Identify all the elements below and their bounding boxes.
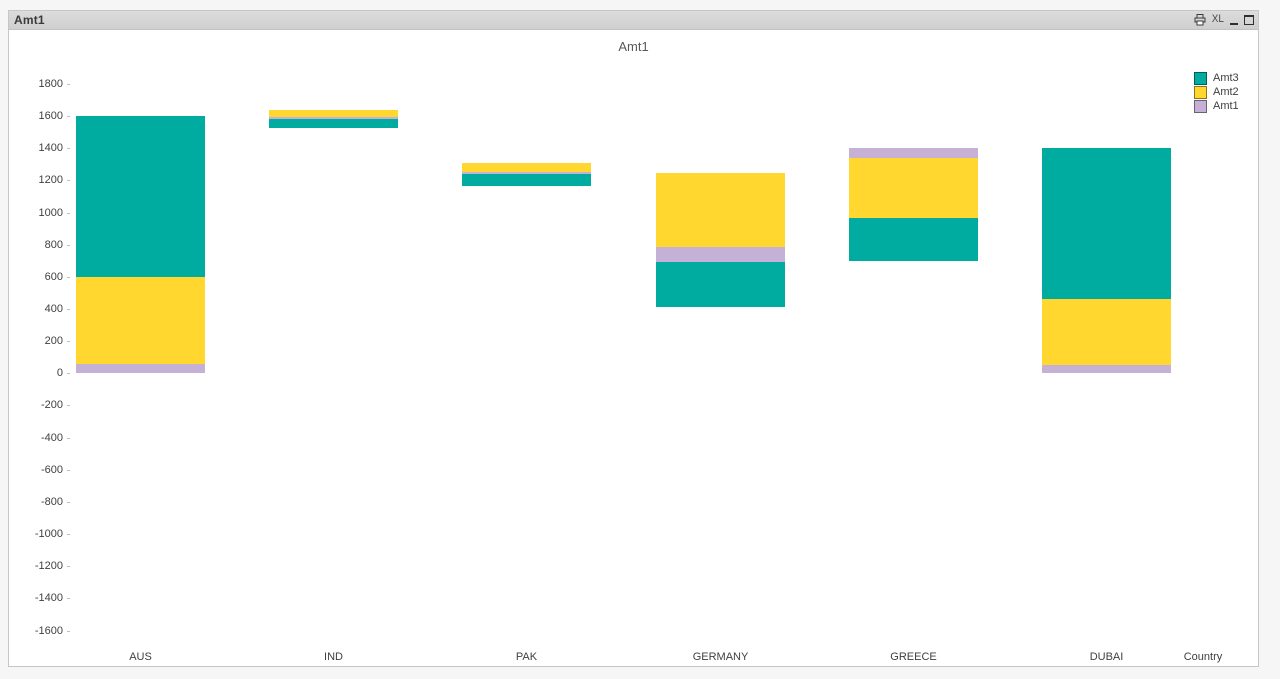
bar-segment-PAK-Amt2[interactable]	[462, 162, 591, 173]
y-tick-label--1200: -1200	[34, 560, 63, 573]
x-axis-title: Country	[1183, 651, 1223, 663]
bar-segment-IND-Amt3[interactable]	[269, 119, 398, 129]
bar-segment-IND-Amt2[interactable]	[269, 109, 398, 117]
excel-export-icon[interactable]: XL	[1212, 13, 1224, 27]
y-tick-label--1000: -1000	[34, 528, 63, 541]
y-tick-mark--800	[67, 501, 70, 503]
y-tick-mark-1600	[67, 116, 70, 118]
y-tick-mark-0	[67, 373, 70, 375]
bar-segment-DUBAI-Amt1[interactable]	[1042, 365, 1171, 374]
y-tick-mark--1400	[67, 598, 70, 600]
window-caption[interactable]: Amt1 XL	[9, 11, 1258, 30]
legend-label-Amt2: Amt2	[1213, 86, 1239, 98]
y-tick-label--1400: -1400	[34, 592, 63, 605]
y-tick-mark--1000	[67, 534, 70, 536]
bar-segment-DUBAI-Amt3[interactable]	[1042, 148, 1171, 300]
y-tick-label-1200: 1200	[38, 174, 63, 187]
y-tick-label-1800: 1800	[38, 78, 63, 90]
bar-segment-GREECE-Amt3[interactable]	[849, 218, 978, 261]
x-label-IND[interactable]: IND	[324, 651, 343, 663]
bar-segment-GERMANY-Amt1[interactable]	[656, 247, 785, 263]
legend-item-Amt1: Amt1	[1194, 99, 1239, 113]
maximize-icon[interactable]	[1244, 13, 1254, 27]
y-tick-mark--600	[67, 469, 70, 471]
legend-item-Amt2: Amt2	[1194, 85, 1239, 99]
y-tick-label-200: 200	[44, 335, 63, 348]
legend-swatch-Amt2	[1194, 85, 1207, 99]
x-label-GREECE[interactable]: GREECE	[890, 651, 937, 663]
y-tick-mark-600	[67, 276, 70, 278]
bar-segment-DUBAI-Amt2[interactable]	[1042, 299, 1171, 366]
bar-segment-PAK-Amt1[interactable]	[462, 172, 591, 174]
y-tick-label--400: -400	[40, 431, 63, 444]
bar-segment-IND-Amt1[interactable]	[269, 116, 398, 120]
y-tick-mark--400	[67, 437, 70, 439]
bar-segment-AUS-Amt3[interactable]	[76, 116, 205, 277]
y-tick-label--200: -200	[40, 399, 63, 412]
y-tick-label-1400: 1400	[38, 142, 63, 155]
y-tick-label--1600: -1600	[34, 624, 63, 637]
y-tick-label--600: -600	[40, 463, 63, 476]
chart-window: Amt1 XL Amt1 Amt3 Amt2 Amt1 1800 1600 1400 12…	[8, 10, 1259, 667]
chart-title: Amt1	[618, 39, 649, 54]
y-tick-mark--200	[67, 405, 70, 407]
y-tick-label--800: -800	[40, 495, 63, 508]
excel-export-label: XL	[1211, 13, 1224, 26]
y-tick-label-400: 400	[44, 303, 63, 316]
bar-segment-GERMANY-Amt3[interactable]	[656, 262, 785, 307]
y-tick-mark-400	[67, 309, 70, 311]
y-tick-mark-800	[67, 244, 70, 246]
window-title: Amt1	[14, 13, 45, 27]
y-tick-label-1600: 1600	[38, 110, 63, 123]
bar-segment-GERMANY-Amt2[interactable]	[656, 173, 785, 248]
bar-segment-GREECE-Amt1[interactable]	[849, 148, 978, 158]
y-tick-mark--1600	[67, 630, 70, 632]
y-tick-mark-1200	[67, 180, 70, 182]
bar-segment-AUS-Amt2[interactable]	[76, 276, 205, 364]
legend-item-Amt3: Amt3	[1194, 71, 1239, 85]
bar-segment-PAK-Amt3[interactable]	[462, 174, 591, 187]
bar-segment-AUS-Amt1[interactable]	[76, 363, 205, 374]
caption-icons: XL	[1194, 11, 1254, 29]
x-label-PAK[interactable]: PAK	[515, 651, 538, 663]
x-label-AUS[interactable]: AUS	[129, 651, 152, 663]
minimize-icon[interactable]	[1230, 13, 1238, 27]
legend-swatch-Amt1	[1194, 99, 1207, 113]
legend-swatch-Amt3	[1194, 71, 1207, 85]
bar-segment-GREECE-Amt2[interactable]	[849, 157, 978, 219]
y-tick-mark-1000	[67, 212, 70, 214]
x-label-DUBAI[interactable]: DUBAI	[1089, 651, 1124, 663]
y-tick-label-600: 600	[44, 270, 63, 283]
y-tick-mark-200	[67, 341, 70, 343]
x-label-GERMANY[interactable]: GERMANY	[692, 651, 749, 663]
legend-label-Amt1: Amt1	[1213, 100, 1239, 112]
y-tick-label-0: 0	[56, 367, 63, 380]
print-icon[interactable]	[1194, 13, 1206, 27]
y-tick-label-800: 800	[44, 238, 63, 251]
y-tick-mark-1400	[67, 148, 70, 150]
y-tick-mark--1200	[67, 566, 70, 568]
y-tick-label-1000: 1000	[38, 206, 63, 219]
y-tick-mark-1800	[67, 84, 70, 85]
legend-label-Amt3: Amt3	[1213, 72, 1239, 84]
